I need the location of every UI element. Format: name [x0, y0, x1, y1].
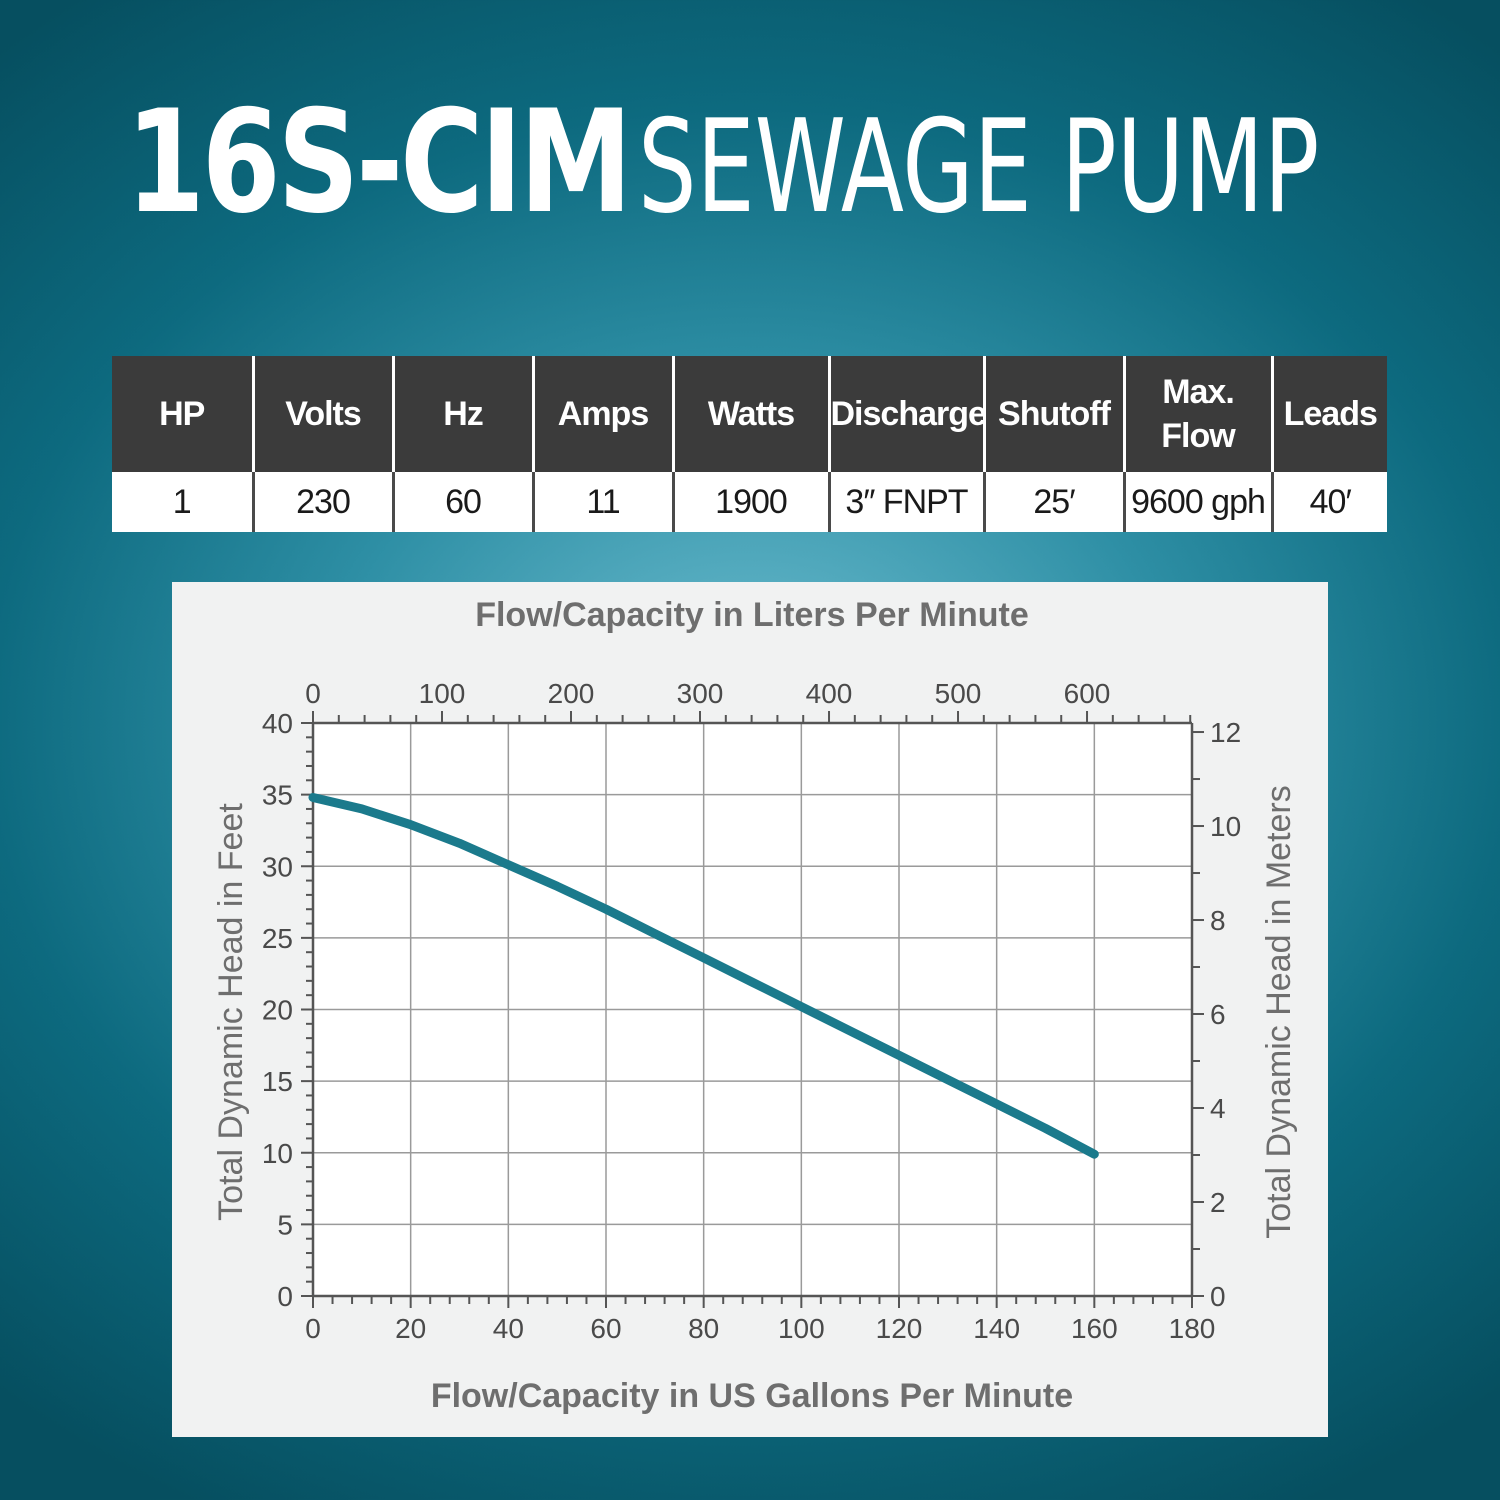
y-axis-right-title: Total Dynamic Head in Meters — [1260, 785, 1298, 1239]
specs-value-row: 1 230 60 11 1900 3″ FNPT 25′ 9600 gph 40… — [112, 472, 1387, 532]
specs-value-watts: 1900 — [671, 472, 829, 532]
y-tick-label: 20 — [262, 995, 293, 1026]
page-title: 16S-CIM SEWAGE PUMP — [0, 92, 1500, 234]
x-tick-label: 180 — [1169, 1313, 1216, 1344]
x-axis-title: Flow/Capacity in US Gallons Per Minute — [431, 1377, 1073, 1415]
specs-value-discharge: 3″ FNPT — [827, 472, 984, 532]
x-top-tick-label: 100 — [419, 678, 466, 709]
x-top-tick-label: 400 — [806, 678, 853, 709]
y-tick-label: 35 — [262, 780, 293, 811]
specs-header-max-flow: Max. Flow — [1122, 356, 1272, 472]
specs-value-hp: 1 — [112, 472, 253, 532]
specs-value-shutoff: 25′ — [982, 472, 1124, 532]
pump-curve-chart: 0 20 40 60 80 100 120 140 160 1800510152025303540… — [212, 596, 1298, 1415]
x-tick-label: 140 — [973, 1313, 1020, 1344]
specs-value-volts: 230 — [251, 472, 393, 532]
x-top-tick-label: 600 — [1064, 678, 1111, 709]
specs-header-leads: Leads — [1270, 356, 1387, 472]
y-tick-label: 40 — [262, 708, 293, 739]
specs-header-discharge: Discharge — [827, 356, 987, 472]
y-tick-label: 0 — [277, 1281, 293, 1312]
specs-value-leads: 40′ — [1270, 472, 1387, 532]
y-tick-label: 5 — [277, 1209, 293, 1240]
x-top-tick-label: 200 — [548, 678, 595, 709]
y-right-tick-label: 10 — [1210, 811, 1241, 842]
y-right-tick-label: 4 — [1210, 1093, 1226, 1124]
y-tick-label: 30 — [262, 851, 293, 882]
x-tick-label: 80 — [688, 1313, 719, 1344]
x-top-tick-label: 0 — [305, 678, 321, 709]
product-name: SEWAGE PUMP — [637, 93, 1319, 242]
specs-header-hp: HP — [112, 356, 253, 472]
x-tick-label: 160 — [1071, 1313, 1118, 1344]
specs-value-amps: 11 — [531, 472, 673, 532]
y-right-tick-label: 2 — [1210, 1187, 1226, 1218]
y-tick-label: 25 — [262, 923, 293, 954]
specs-value-max-flow: 9600 gph — [1122, 472, 1272, 532]
x-tick-label: 0 — [305, 1313, 321, 1344]
grid — [311, 721, 1194, 1298]
x-top-tick-label: 300 — [677, 678, 724, 709]
specs-header-amps: Amps — [531, 356, 673, 472]
series — [308, 793, 1099, 1159]
chart-panel: 0 20 40 60 80 100 120 140 160 180 0 5 10 15 20 25 30 35 40… — [172, 582, 1328, 1437]
x-tick-label: 40 — [493, 1313, 524, 1344]
x-tick-label: 120 — [876, 1313, 923, 1344]
specs-header-hz: Hz — [391, 356, 533, 472]
x-tick-label: 60 — [590, 1313, 621, 1344]
x-axis-top-title: Flow/Capacity in Liters Per Minute — [475, 596, 1029, 634]
axis-ticks — [301, 711, 1204, 1308]
y-right-tick-label: 6 — [1210, 999, 1226, 1030]
x-tick-label: 100 — [778, 1313, 825, 1344]
x-tick-label: 20 — [395, 1313, 426, 1344]
specs-value-hz: 60 — [391, 472, 533, 532]
specs-header-row: HP Volts Hz Amps Watts Discharge Shutoff… — [112, 356, 1387, 472]
specs-header-volts: Volts — [251, 356, 393, 472]
y-right-tick-label: 12 — [1210, 717, 1241, 748]
y-right-tick-label: 0 — [1210, 1281, 1226, 1312]
specs-table: HP Volts Hz Amps Watts Discharge Shutoff… — [112, 356, 1387, 532]
y-axis-title: Total Dynamic Head in Feet — [212, 803, 250, 1221]
x-top-tick-label: 500 — [935, 678, 982, 709]
specs-header-max-flow-label: Max. Flow — [1161, 372, 1235, 455]
y-right-tick-label: 8 — [1210, 905, 1226, 936]
model-name: 16S-CIM — [125, 80, 633, 245]
tick-labels: 0 20 40 60 80 100 120 140 160 1800510152025303540… — [262, 678, 1241, 1344]
y-tick-label: 10 — [262, 1138, 293, 1169]
y-tick-label: 15 — [262, 1066, 293, 1097]
specs-header-shutoff: Shutoff — [982, 356, 1124, 472]
specs-header-watts: Watts — [671, 356, 829, 472]
